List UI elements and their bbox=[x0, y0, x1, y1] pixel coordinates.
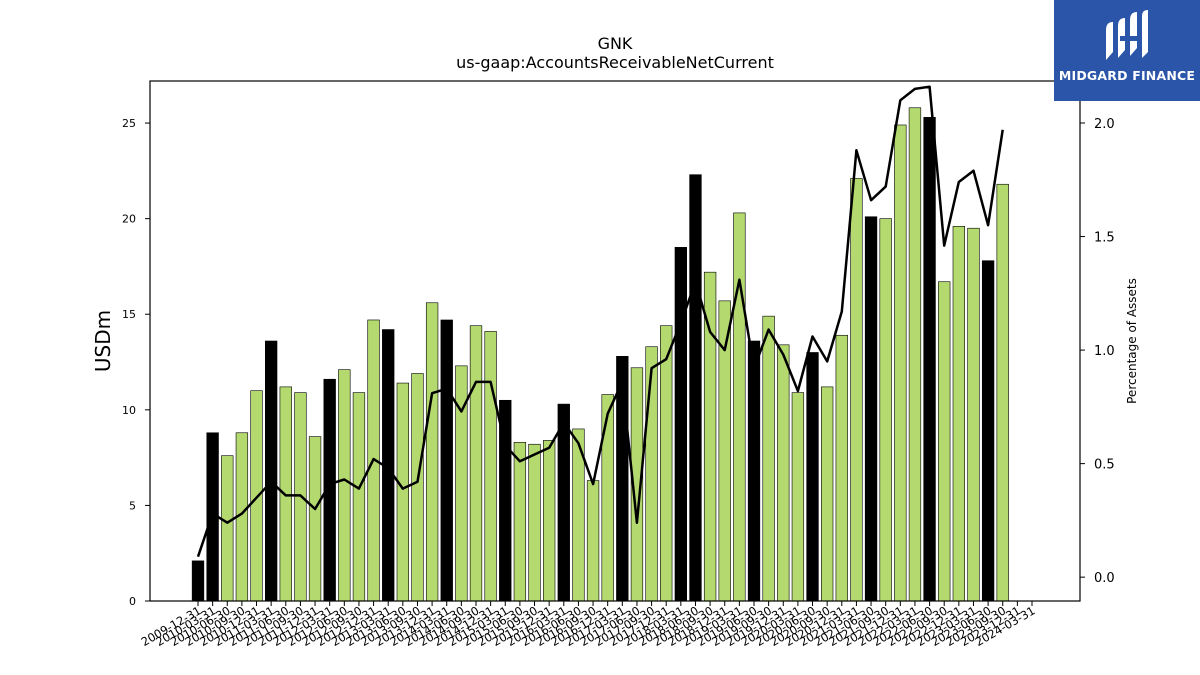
bar-2020-06-30 bbox=[806, 352, 819, 602]
bar-2015-09-30 bbox=[528, 443, 541, 602]
bar-2016-03-31 bbox=[557, 403, 570, 602]
pct-of-assets-line bbox=[196, 85, 1004, 558]
bar-2019-06-30 bbox=[747, 340, 761, 602]
bar-2019-03-31 bbox=[733, 212, 746, 602]
bar-2018-03-31 bbox=[674, 247, 687, 602]
y2-axis: 0.0 0.5 1.0 1.5 2.0 bbox=[1080, 117, 1115, 586]
bar-2022-09-30 bbox=[938, 281, 951, 602]
bar-2023-06-30 bbox=[981, 260, 995, 602]
bar-2016-09-30 bbox=[586, 480, 600, 602]
bar-2017-09-30 bbox=[645, 346, 658, 602]
bar-2019-12-31 bbox=[777, 344, 790, 602]
bar-2011-12-31 bbox=[308, 436, 322, 602]
bar-2009-12-31 bbox=[191, 560, 205, 602]
y-tick-label: 10 bbox=[122, 404, 136, 417]
bar-2021-09-30 bbox=[879, 218, 892, 602]
bar-2020-09-30 bbox=[821, 386, 834, 602]
y2-tick-label: 0.5 bbox=[1094, 458, 1115, 473]
bar-2010-06-30 bbox=[221, 455, 234, 602]
bar-2013-12-31 bbox=[425, 302, 439, 602]
bar-2016-12-31 bbox=[601, 394, 614, 602]
bar-2011-03-31 bbox=[265, 340, 278, 602]
bar-2021-12-31 bbox=[894, 124, 907, 602]
y2-tick-label: 0.0 bbox=[1094, 571, 1115, 586]
bar-2013-06-30 bbox=[396, 382, 409, 602]
bar-2021-06-30 bbox=[864, 216, 878, 602]
bar-2023-09-30 bbox=[996, 183, 1009, 602]
bar-series bbox=[191, 107, 1009, 602]
bar-2020-03-31 bbox=[791, 392, 805, 602]
y-tick-label: 5 bbox=[129, 499, 136, 512]
midgard-logo-icon bbox=[1106, 10, 1148, 60]
y-axis: 0 5 10 15 20 25 bbox=[122, 117, 150, 608]
y-tick-label: 20 bbox=[122, 213, 136, 226]
chart-subtitle: us-gaap:AccountsReceivableNetCurrent bbox=[456, 53, 774, 72]
bar-2012-09-30 bbox=[352, 392, 366, 602]
brand-logo: MIDGARD FINANCE bbox=[1054, 0, 1200, 101]
bar-2015-12-31 bbox=[543, 440, 556, 602]
bar-2012-06-30 bbox=[338, 369, 351, 602]
y2-axis-label: Percentage of Assets bbox=[1125, 278, 1139, 404]
bar-2020-12-31 bbox=[835, 334, 848, 602]
plot-frame bbox=[149, 80, 1081, 602]
bar-2013-09-30 bbox=[411, 373, 424, 602]
bar-2014-09-30 bbox=[469, 325, 483, 602]
bar-2014-12-31 bbox=[484, 331, 497, 602]
y-axis-label: USDm bbox=[91, 310, 115, 372]
x-axis: 2009-12-312010-03-312010-06-302010-09-30… bbox=[139, 601, 1038, 649]
bar-2017-12-31 bbox=[660, 325, 673, 602]
bar-2022-06-30 bbox=[923, 117, 936, 602]
chart-title: GNK bbox=[598, 34, 633, 53]
y-tick-label: 25 bbox=[122, 117, 136, 130]
bar-2015-06-30 bbox=[513, 442, 527, 602]
brand-name: MIDGARD FINANCE bbox=[1058, 68, 1196, 83]
bar-2018-06-30 bbox=[689, 174, 702, 602]
bar-2022-03-31 bbox=[908, 107, 922, 602]
bar-2019-09-30 bbox=[762, 315, 775, 602]
y2-tick-label: 2.0 bbox=[1094, 117, 1115, 132]
y2-tick-label: 1.5 bbox=[1094, 231, 1115, 246]
bar-2014-03-31 bbox=[440, 319, 453, 602]
bar-2021-03-31 bbox=[850, 178, 863, 602]
y2-tick-label: 1.0 bbox=[1094, 344, 1115, 359]
y-tick-label: 0 bbox=[129, 595, 136, 608]
bar-2023-03-31 bbox=[967, 227, 980, 602]
bar-2022-12-31 bbox=[952, 225, 965, 602]
y-tick-label: 15 bbox=[122, 308, 136, 321]
